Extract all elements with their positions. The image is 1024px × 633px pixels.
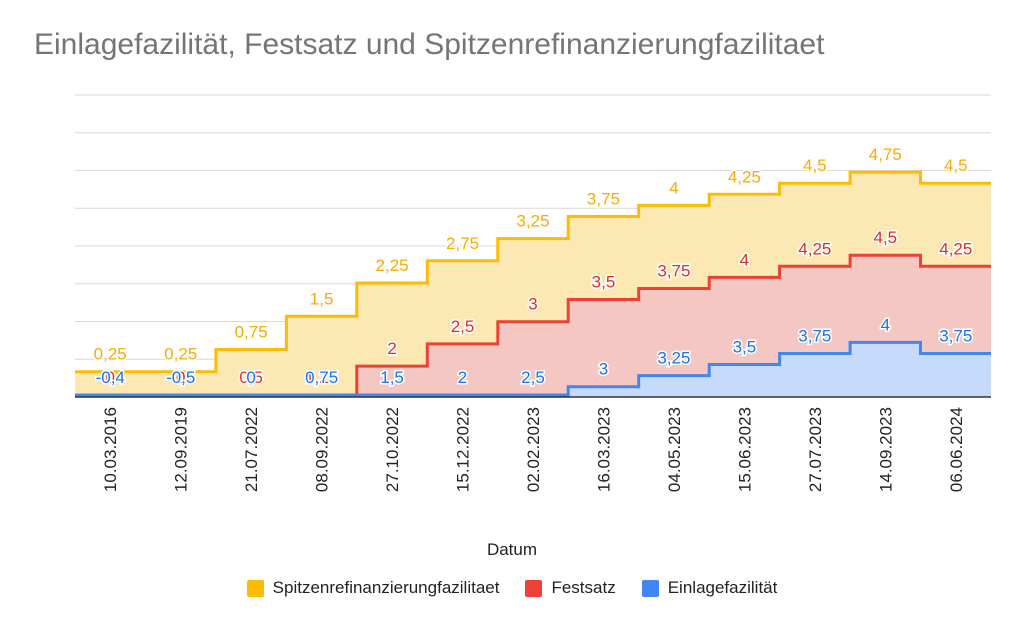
series-lines <box>74 170 991 397</box>
legend-item-spitzenrefinanzierung[interactable]: Spitzenrefinanzierungfazilitaet <box>246 578 500 598</box>
line-einlagefazilitaet <box>75 340 991 397</box>
data-label: 3,75 <box>657 261 690 280</box>
x-tick-label: 27.07.2023 <box>806 407 825 492</box>
legend: Spitzenrefinanzierungfazilitaet Festsatz… <box>0 578 1024 598</box>
x-tick-label: 15.12.2022 <box>454 407 473 492</box>
data-label: 3,75 <box>798 326 831 345</box>
data-label: 4,25 <box>939 239 972 258</box>
data-label: 4,5 <box>873 228 897 247</box>
data-label: 4,25 <box>798 239 831 258</box>
data-label: 3,5 <box>592 273 616 292</box>
data-label: 0,25 <box>94 345 127 364</box>
legend-label: Einlagefazilität <box>667 578 778 597</box>
data-label: 1,25 <box>305 368 338 387</box>
legend-label: Spitzenrefinanzierungfazilitaet <box>272 578 500 597</box>
chart-title: Einlagefazilität, Festsatz und Spitzenre… <box>34 28 825 61</box>
data-label: 0 <box>105 368 114 387</box>
x-tick-label: 04.05.2023 <box>665 407 684 492</box>
legend-swatch-yellow <box>246 579 264 597</box>
x-tick-label: 15.06.2023 <box>735 407 754 492</box>
area-einlagefazilitaet <box>75 342 991 397</box>
data-label: 1,5 <box>310 289 334 308</box>
x-tick-label: 06.06.2024 <box>947 407 966 492</box>
line-spitzenrefinanzierung <box>74 170 991 374</box>
x-tick-label: 14.09.2023 <box>876 407 895 492</box>
data-label: 4,5 <box>803 156 827 175</box>
data-label: -0,4 <box>96 368 125 387</box>
data-label: 0 <box>246 368 255 387</box>
legend-swatch-red <box>525 579 543 597</box>
data-label: 3,25 <box>657 349 690 368</box>
data-label: 3,25 <box>516 212 549 231</box>
data-label: 4 <box>740 250 749 269</box>
data-labels: 0,25 0,25 0,75 1,5 2,25 2,75 3,25 3,75 4 4,25 4,5 4… <box>92 144 974 389</box>
x-tick-label: 02.02.2023 <box>524 407 543 492</box>
data-label: 2 <box>458 368 467 387</box>
series-areas <box>75 172 991 397</box>
data-label: 0,75 <box>235 323 268 342</box>
x-tick-label: 10.03.2016 <box>101 407 120 492</box>
legend-item-festsatz[interactable]: Festsatz <box>525 578 616 598</box>
data-label: 3,75 <box>939 326 972 345</box>
legend-item-einlagefazilitaet[interactable]: Einlagefazilität <box>641 578 778 598</box>
x-tick-label: 27.10.2022 <box>383 407 402 492</box>
data-label: 0,25 <box>164 345 197 364</box>
data-label: 3 <box>599 360 608 379</box>
data-label: 3,5 <box>733 338 757 357</box>
data-label: 4,75 <box>869 145 902 164</box>
x-tick-label: 16.03.2023 <box>594 407 613 492</box>
data-label: 0,75 <box>305 368 338 387</box>
x-axis-title: Datum <box>486 540 538 559</box>
data-label: 2 <box>387 339 396 358</box>
data-label: 4 <box>881 315 890 334</box>
x-tick-label: 12.09.2019 <box>172 407 191 492</box>
data-label: 0,5 <box>239 368 263 387</box>
data-label: 4 <box>669 178 678 197</box>
data-label: 4,5 <box>944 156 968 175</box>
x-tick-label: 21.07.2022 <box>242 407 261 492</box>
area-festsatz <box>75 255 991 397</box>
data-label: 0 <box>176 368 185 387</box>
x-axis: 10.03.2016 12.09.2019 21.07.2022 08.09.2022… <box>75 396 991 492</box>
data-label: 2,5 <box>521 368 545 387</box>
data-label: -0,5 <box>166 368 195 387</box>
data-label: 2,75 <box>446 234 479 253</box>
data-label: 3 <box>528 295 537 314</box>
legend-label: Festsatz <box>551 578 616 597</box>
data-label: 2,5 <box>451 317 475 336</box>
data-label: 1,5 <box>380 368 404 387</box>
data-label: 3,75 <box>587 189 620 208</box>
legend-swatch-blue <box>641 579 659 597</box>
data-label: 4,25 <box>728 167 761 186</box>
data-label: 2,25 <box>376 256 409 275</box>
x-tick-label: 08.09.2022 <box>313 407 332 492</box>
